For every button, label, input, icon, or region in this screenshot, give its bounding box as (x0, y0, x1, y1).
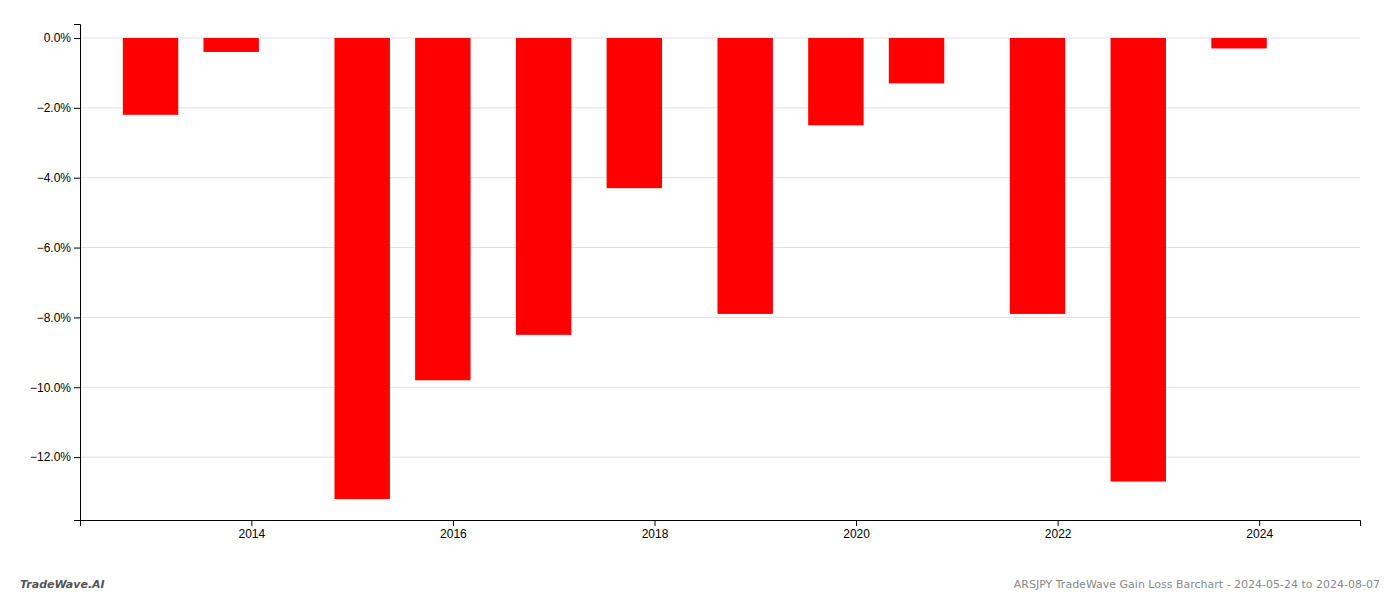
y-tick: −6.0% (37, 241, 80, 255)
chart: 0.0% −2.0% −4.0% −6.0% −8.0% −10.0% −12.0% 2014… (0, 0, 1400, 600)
y-axis: 0.0% −2.0% −4.0% −6.0% −8.0% −10.0% −12.0% (30, 25, 81, 521)
bar (889, 38, 944, 83)
x-axis-line (81, 521, 1361, 527)
y-tick-mark (74, 248, 80, 249)
x-tick: 2016 (440, 520, 467, 541)
x-tick: 2024 (1246, 520, 1273, 541)
y-axis-line (74, 25, 81, 521)
bar (717, 38, 772, 314)
y-tick-mark (74, 317, 80, 318)
y-tick-label: −12.0% (30, 450, 71, 464)
y-tick-label: −2.0% (37, 101, 72, 115)
y-tick-mark (74, 108, 80, 109)
x-tick: 2014 (238, 520, 265, 541)
x-tick-label: 2018 (642, 527, 669, 541)
bar (607, 38, 662, 188)
y-tick-label: −8.0% (37, 311, 72, 325)
bar (808, 38, 863, 125)
x-tick-mark (856, 520, 857, 526)
annotation: ARSJPY TradeWave Gain Loss Barchart - 20… (1014, 578, 1380, 591)
y-tick-mark (74, 387, 80, 388)
bar (123, 38, 178, 115)
y-tick-label: −4.0% (37, 171, 72, 185)
x-axis: 2014 2016 2018 2020 2022 2024 (81, 520, 1361, 541)
x-tick-mark (654, 520, 655, 526)
y-tick-mark (74, 178, 80, 179)
x-tick-label: 2016 (440, 527, 467, 541)
y-tick-mark (74, 38, 80, 39)
bar (1211, 38, 1266, 48)
y-tick: −4.0% (37, 171, 80, 185)
bar (1010, 38, 1065, 314)
y-tick: −2.0% (37, 101, 80, 115)
x-tick: 2022 (1045, 520, 1072, 541)
y-tick-mark (74, 457, 80, 458)
bar (334, 38, 389, 499)
x-tick: 2018 (642, 520, 669, 541)
grid (80, 38, 1360, 457)
y-tick-label: −10.0% (30, 381, 71, 395)
bar (516, 38, 571, 335)
grid-line (80, 317, 1360, 318)
y-tick-label: 0.0% (44, 31, 72, 45)
x-tick-mark (1058, 520, 1059, 526)
x-tick-label: 2024 (1246, 527, 1273, 541)
annotation: TradeWave.AI (20, 578, 105, 591)
grid-line (80, 457, 1360, 458)
x-tick-label: 2014 (238, 527, 265, 541)
y-tick: −12.0% (30, 450, 80, 464)
y-tick: 0.0% (44, 31, 80, 45)
bars (123, 38, 1267, 499)
y-tick: −10.0% (30, 381, 80, 395)
annotations: TradeWave.AI ARSJPY TradeWave Gain Loss B… (20, 578, 1380, 591)
plot-area: 0.0% −2.0% −4.0% −6.0% −8.0% −10.0% −12.0% 2014… (30, 25, 1361, 541)
x-tick-label: 2022 (1045, 527, 1072, 541)
bar (1111, 38, 1166, 482)
x-tick-label: 2020 (843, 527, 870, 541)
y-tick: −8.0% (37, 311, 80, 325)
bar (203, 38, 258, 52)
x-tick-mark (1259, 520, 1260, 526)
bar (415, 38, 470, 380)
x-tick-mark (453, 520, 454, 526)
grid-line (80, 387, 1360, 388)
y-tick-label: −6.0% (37, 241, 72, 255)
x-tick-mark (251, 520, 252, 526)
x-tick: 2020 (843, 520, 870, 541)
